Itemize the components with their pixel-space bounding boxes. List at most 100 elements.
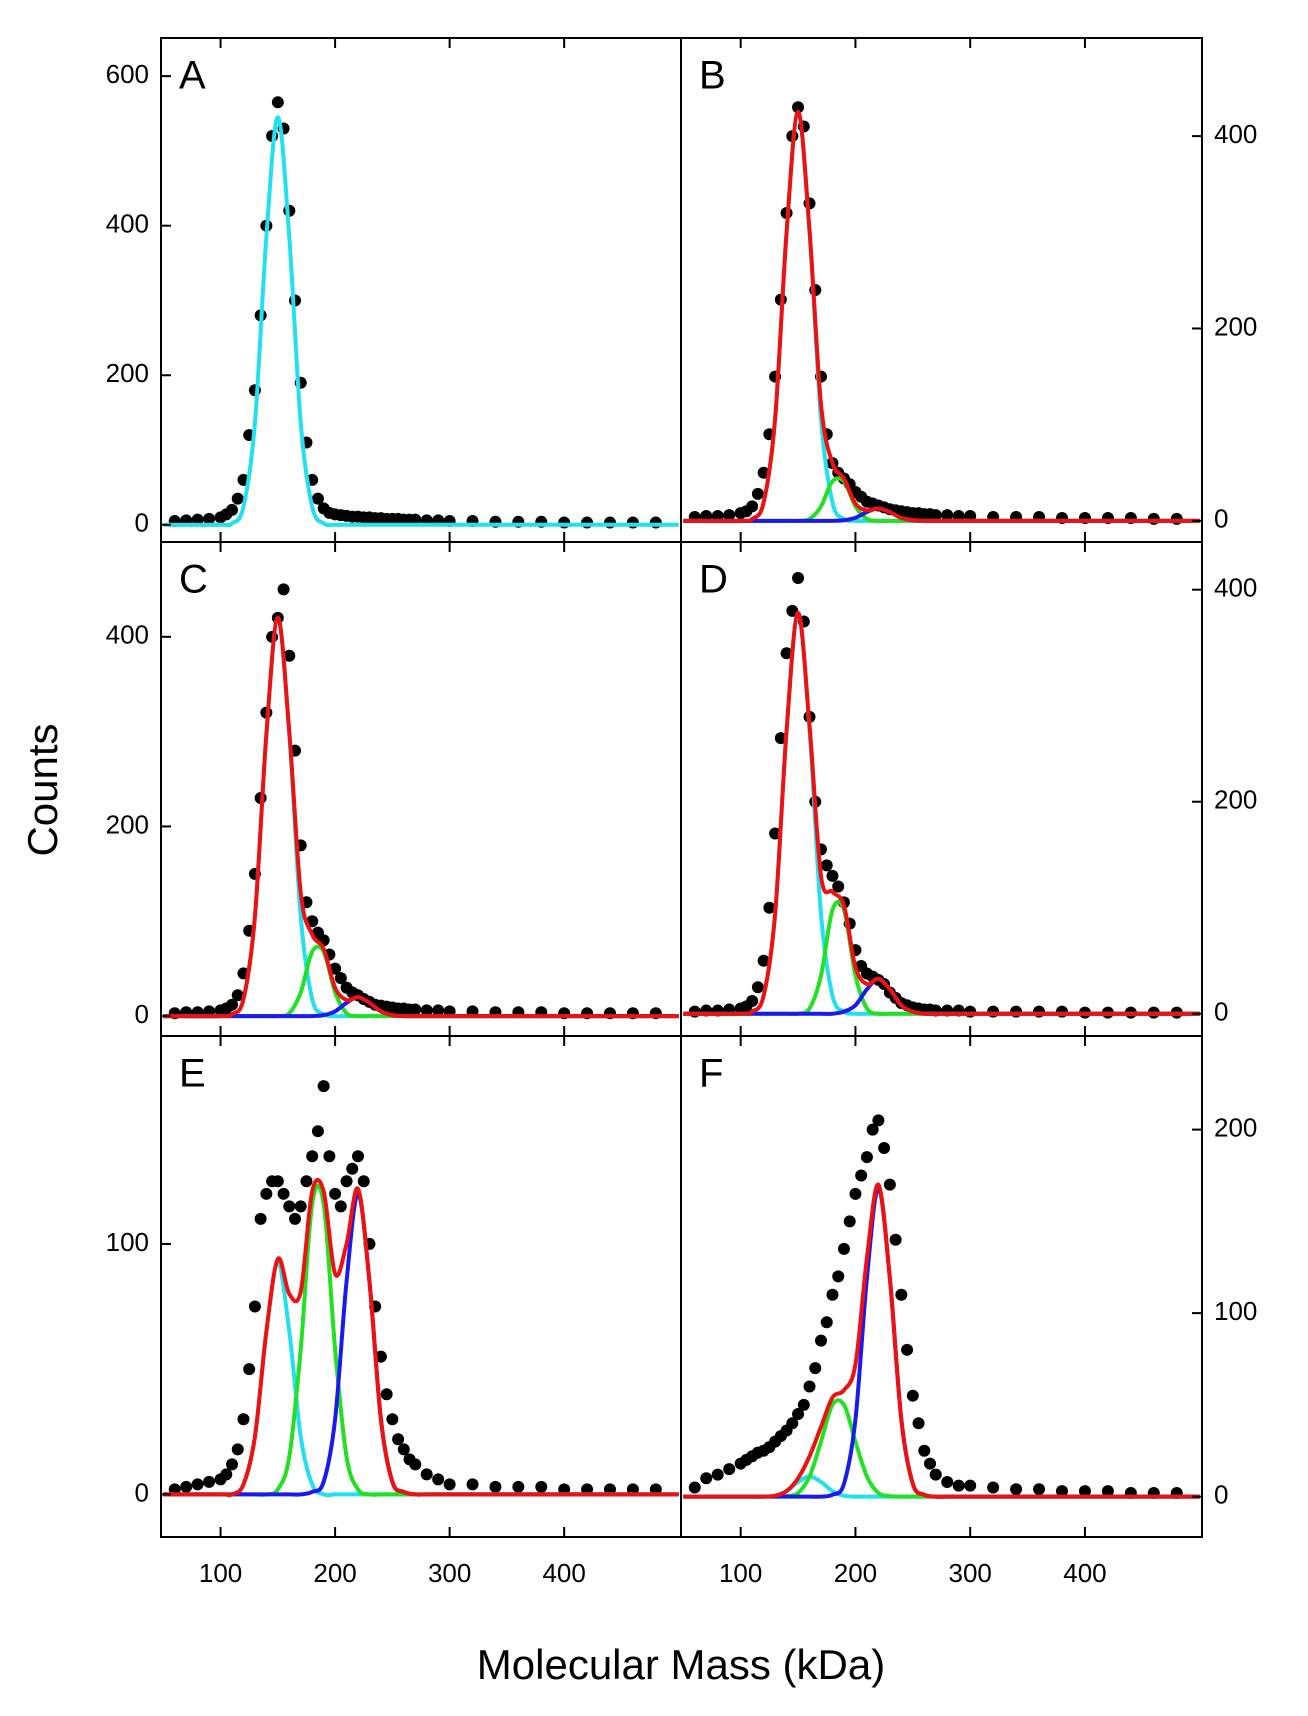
data-point bbox=[987, 1005, 1000, 1018]
y-tick-label: 200 bbox=[1214, 1112, 1257, 1142]
data-point bbox=[352, 1150, 365, 1163]
data-point bbox=[751, 487, 764, 500]
panel-label: B bbox=[699, 54, 726, 98]
data-point bbox=[918, 1444, 931, 1457]
data-point bbox=[763, 901, 776, 914]
data-point bbox=[237, 1413, 250, 1426]
data-point bbox=[420, 1004, 433, 1017]
data-point bbox=[220, 1468, 233, 1481]
data-point bbox=[792, 1408, 805, 1421]
data-point bbox=[860, 1151, 873, 1164]
data-point bbox=[558, 1483, 571, 1496]
data-point bbox=[1055, 1485, 1068, 1498]
fit-curve bbox=[683, 1474, 1200, 1499]
data-point bbox=[334, 1200, 347, 1213]
y-tick-label: 200 bbox=[106, 809, 149, 839]
x-tick-label: 200 bbox=[834, 1558, 877, 1588]
data-point bbox=[203, 1475, 216, 1488]
panel-label: C bbox=[179, 558, 208, 602]
y-axis-label: Counts bbox=[19, 723, 66, 856]
data-point bbox=[901, 1343, 914, 1356]
plot-area bbox=[163, 583, 679, 1020]
data-point bbox=[964, 1479, 977, 1492]
data-point bbox=[254, 1212, 267, 1225]
fit-curve bbox=[683, 110, 1200, 523]
y-tick-label: 0 bbox=[135, 999, 149, 1029]
data-point bbox=[837, 1242, 850, 1255]
y-tick-label: 400 bbox=[106, 620, 149, 650]
data-point bbox=[323, 1150, 336, 1163]
y-tick-label: 0 bbox=[1214, 504, 1228, 534]
fit-curve bbox=[163, 1261, 679, 1498]
data-point bbox=[300, 1175, 313, 1188]
data-point bbox=[723, 509, 736, 522]
data-point bbox=[872, 1114, 885, 1127]
data-point bbox=[769, 827, 782, 840]
data-point bbox=[386, 1413, 399, 1426]
y-tick-label: 0 bbox=[1214, 997, 1228, 1027]
y-tick-label: 0 bbox=[1214, 1480, 1228, 1510]
data-point bbox=[329, 1187, 342, 1200]
data-point bbox=[941, 1475, 954, 1488]
plot-area bbox=[683, 572, 1200, 1019]
data-point bbox=[912, 1417, 925, 1430]
data-point bbox=[815, 1334, 828, 1347]
data-point bbox=[700, 1472, 713, 1485]
data-point bbox=[581, 1483, 594, 1496]
x-tick-label: 200 bbox=[313, 1558, 356, 1588]
data-point bbox=[941, 509, 954, 522]
data-point bbox=[271, 96, 284, 109]
data-point bbox=[283, 649, 296, 662]
data-point bbox=[1010, 1005, 1023, 1018]
data-point bbox=[243, 1363, 256, 1376]
x-tick-label: 400 bbox=[542, 1558, 585, 1588]
data-point bbox=[603, 1483, 616, 1496]
data-point bbox=[929, 509, 942, 522]
data-point bbox=[231, 492, 244, 505]
panel-frame bbox=[680, 1035, 1203, 1538]
fit-curve bbox=[683, 110, 1200, 523]
data-point bbox=[311, 492, 324, 505]
data-point bbox=[1101, 1485, 1114, 1498]
data-point bbox=[757, 954, 770, 967]
data-point bbox=[334, 972, 347, 985]
fit-curve bbox=[163, 115, 679, 528]
x-tick-label: 300 bbox=[428, 1558, 471, 1588]
y-tick-label: 200 bbox=[1214, 311, 1257, 341]
panel-frame bbox=[160, 1035, 682, 1538]
data-point bbox=[409, 513, 422, 526]
panel-frame bbox=[680, 37, 1203, 543]
data-point bbox=[924, 1457, 937, 1470]
data-point bbox=[231, 1443, 244, 1456]
data-point bbox=[203, 512, 216, 525]
data-point bbox=[952, 1479, 965, 1492]
data-point bbox=[626, 1483, 639, 1496]
data-point bbox=[226, 503, 239, 516]
data-point bbox=[294, 1200, 307, 1213]
data-point bbox=[1055, 1005, 1068, 1018]
data-point bbox=[374, 1350, 387, 1363]
y-tick-label: 200 bbox=[106, 358, 149, 388]
data-point bbox=[512, 1480, 525, 1493]
data-point bbox=[1033, 1005, 1046, 1018]
data-point bbox=[906, 1389, 919, 1402]
plot-area bbox=[163, 96, 679, 529]
data-point bbox=[226, 998, 239, 1011]
data-point bbox=[792, 572, 805, 585]
y-tick-label: 200 bbox=[1214, 785, 1257, 815]
data-point bbox=[357, 1175, 370, 1188]
panel-label: F bbox=[699, 1052, 723, 1096]
data-point bbox=[786, 1417, 799, 1430]
panel-label: A bbox=[179, 54, 206, 98]
data-point bbox=[797, 1398, 810, 1411]
data-point bbox=[535, 1480, 548, 1493]
data-point bbox=[392, 1433, 405, 1446]
fit-curve bbox=[163, 615, 679, 1019]
data-point bbox=[964, 1005, 977, 1018]
data-point bbox=[311, 1125, 324, 1138]
fit-curve bbox=[163, 1177, 679, 1498]
x-tick-label: 400 bbox=[1063, 1558, 1106, 1588]
data-point bbox=[849, 1187, 862, 1200]
panel-frame bbox=[160, 541, 682, 1037]
